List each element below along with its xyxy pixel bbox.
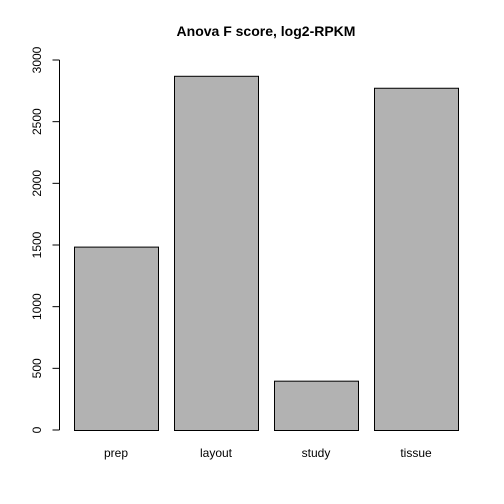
x-tick-label-layout: layout [200, 446, 233, 460]
y-tick-label: 3000 [30, 46, 44, 73]
x-tick-label-tissue: tissue [400, 446, 432, 460]
x-tick-labels: prep layout study tissue [104, 446, 432, 460]
y-axis: 0 500 1000 1500 2000 2500 3000 [30, 46, 60, 433]
y-tick-label: 2500 [30, 108, 44, 135]
bars-group [74, 75, 459, 432]
y-tick-label: 1500 [30, 231, 44, 258]
bar-prep [74, 246, 159, 431]
y-tick-label: 2000 [30, 170, 44, 197]
bar-study [274, 380, 359, 431]
chart-title: Anova F score, log2-RPKM [177, 23, 356, 39]
bar-tissue [374, 87, 459, 431]
y-tick-label: 500 [30, 358, 44, 378]
y-tick-label: 0 [30, 426, 44, 433]
x-tick-label-study: study [302, 446, 331, 460]
bar-layout [174, 75, 259, 432]
y-tick-label: 1000 [30, 293, 44, 320]
x-tick-label-prep: prep [104, 446, 128, 460]
